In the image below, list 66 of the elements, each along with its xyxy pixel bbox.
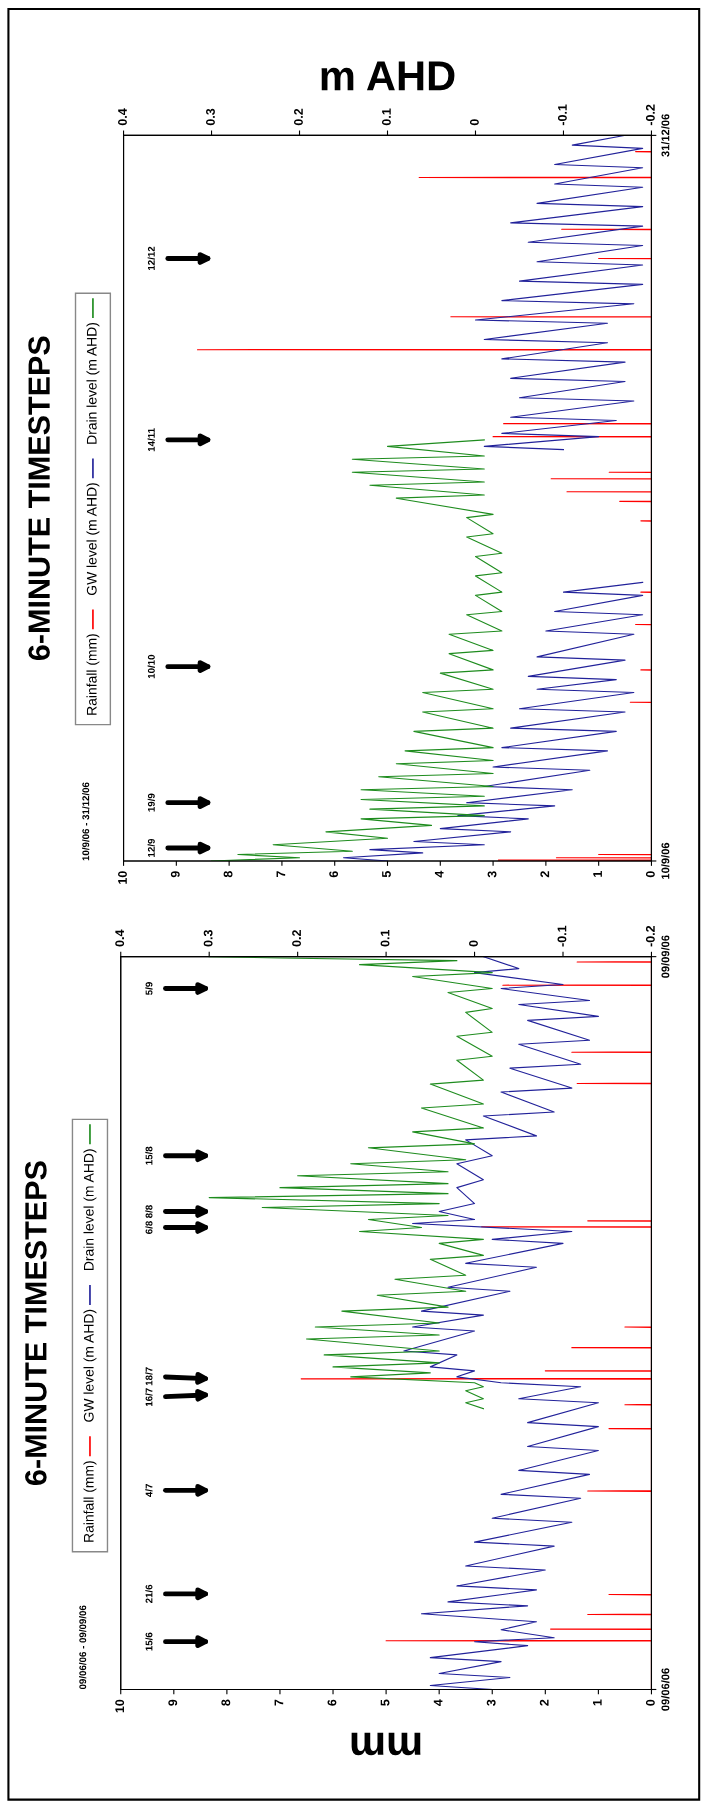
annotation: 21/6 [145,1584,153,1604]
x-tick-label: 9 [168,1699,178,1706]
annotation: 6/8 [145,1221,153,1234]
annotation: 19/9 [147,793,155,812]
text: 6-MINUTE TIMESTEPS [25,1161,47,1485]
x-tick-label: 8 [223,871,233,878]
legend-label: GW level (m AHD) [86,483,100,596]
x2-tick-label: 0.1 [382,108,391,126]
annotation: 12/12 [147,246,155,271]
x-tick-label: 0 [645,871,655,878]
x2-tick-label: 0.4 [118,108,127,126]
x-tick-label: 2 [539,1699,549,1706]
text: 09/06/06 - 09/09/06 [79,1605,87,1690]
y-tick-label: 31/12/06 [661,114,670,157]
x-axis-title: mm [351,1732,421,1756]
x-tick-label: 7 [274,1699,284,1706]
x2-tick-label: -0.2 [645,104,655,126]
x2-tick-label: 0.1 [380,929,390,947]
x2-tick-label: 0.4 [115,929,125,947]
x-tick-label: 5 [382,871,391,878]
x-tick-label: 2 [540,871,550,878]
x-tick-label: 9 [170,871,180,878]
x2-axis-title: m AHD [321,61,455,91]
text: 6-MINUTE TIMESTEPS [28,336,50,661]
legend-label: Rainfall (mm) [86,634,100,715]
x2-tick-label: -0.2 [645,925,655,947]
x2-tick-label: 0.3 [203,930,213,947]
y-tick-label: 09/06/06 [661,1668,670,1711]
x2-tick-label: 0 [469,940,478,947]
x-tick-label: 1 [593,871,602,877]
x2-tick-label: -0.1 [557,925,567,947]
annotation: 8/8 [145,1205,153,1218]
y-tick-label: 10/9/06 [661,842,670,879]
legend-label: Drain level (m AHD) [83,1149,97,1271]
annotation: 18/7 [145,1367,153,1386]
x-tick-label: 6 [329,871,339,878]
annotation: 14/11 [147,428,155,452]
legend-label: Rainfall (mm) [83,1461,97,1542]
x-tick-label: 5 [380,1699,390,1706]
x2-tick-label: 0.2 [294,108,303,126]
annotation: 16/7 [145,1388,153,1407]
annotation: 12/9 [147,838,155,857]
x-tick-label: 4 [433,1699,443,1706]
x2-tick-label: 0.3 [206,108,215,126]
x-tick-label: 3 [487,871,497,878]
annotation: 15/6 [145,1632,153,1651]
x2-tick-label: -0.1 [557,104,567,126]
x-tick-label: 10 [118,871,127,884]
annotation: 15/8 [145,1146,153,1165]
x-tick-label: 0 [645,1699,655,1706]
x2-tick-label: 0 [469,119,479,126]
annotation: 4/7 [145,1484,153,1497]
x-tick-label: 3 [486,1699,496,1706]
legend-label: GW level (m AHD) [83,1309,97,1422]
annotation: 5/9 [145,982,153,995]
x-tick-label: 10 [115,1699,125,1713]
x-tick-label: 8 [221,1699,231,1706]
x-tick-label: 7 [276,871,286,878]
legend-label: Drain level (m AHD) [86,323,100,444]
x-tick-label: 6 [327,1699,337,1706]
text: 10/9/06 - 31/12/06 [82,782,90,861]
x2-tick-label: 0.2 [292,930,301,947]
y-tick-label: 09/09/06 [661,935,670,978]
x-tick-label: 1 [593,1699,602,1706]
x-tick-label: 4 [434,870,444,878]
annotation: 10/10 [147,654,155,679]
